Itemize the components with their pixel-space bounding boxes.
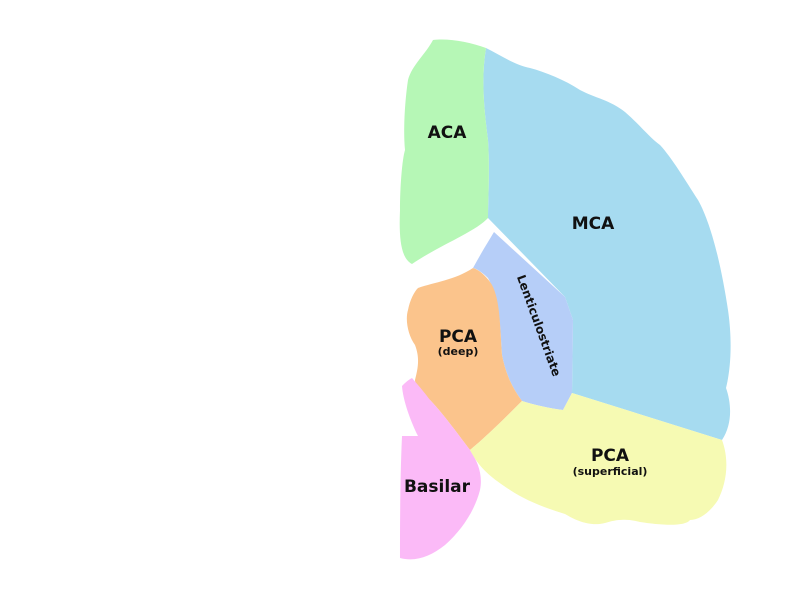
pca-deep-region — [406, 268, 522, 450]
aca-region — [399, 39, 489, 265]
pca-superficial-region — [470, 393, 727, 525]
basilar-label: Basilar — [404, 477, 471, 497]
lenticulostriate-region — [473, 232, 573, 410]
pca-deep-sublabel: (deep) — [438, 345, 479, 358]
pca-superficial-sublabel: (superficial) — [573, 465, 648, 478]
basilar-region — [400, 378, 481, 560]
pca-superficial-label: PCA — [591, 446, 630, 466]
pca-deep-label: PCA — [439, 327, 478, 347]
aca-label: ACA — [428, 123, 468, 143]
mca-label: MCA — [572, 214, 615, 234]
mca-region — [483, 48, 731, 440]
